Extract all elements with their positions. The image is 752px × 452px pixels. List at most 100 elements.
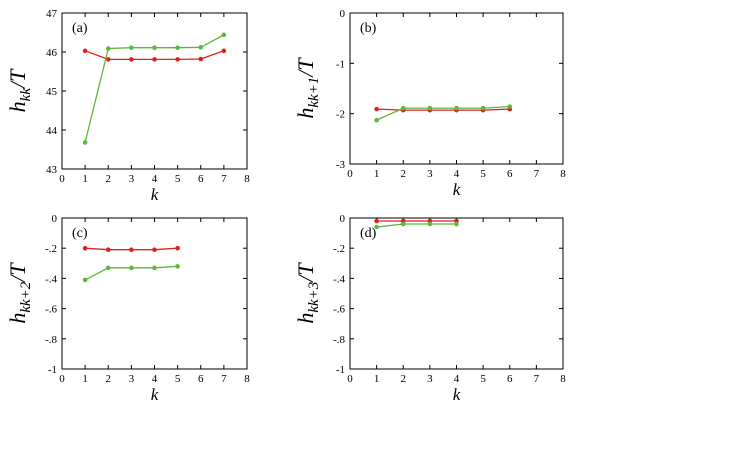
series-2-point — [152, 265, 157, 271]
x-tick-label: 8 — [560, 373, 566, 385]
y-tick-label: -1 — [336, 364, 345, 376]
series-2-point — [129, 265, 134, 271]
x-tick-label: 2 — [401, 168, 407, 180]
series-2-point — [454, 105, 459, 111]
x-tick-label: 4 — [152, 373, 158, 385]
series-2-point — [374, 117, 379, 123]
x-tick-label: 4 — [454, 168, 460, 180]
y-tick-label: -1 — [336, 58, 345, 70]
plot-frame — [349, 217, 564, 370]
y-tick-label: -.4 — [45, 273, 57, 285]
y-tick-label: 0 — [340, 8, 346, 20]
series-1-line — [376, 108, 510, 111]
x-tick-label: 6 — [507, 373, 513, 385]
y-tick-label: 47 — [46, 8, 58, 20]
x-tick-label: 8 — [244, 373, 250, 385]
x-tick-label: 1 — [82, 373, 88, 385]
y-tick-label: -2 — [336, 109, 345, 121]
series-2-point — [105, 46, 111, 51]
series-1-point — [82, 245, 88, 251]
x-tick-label: 8 — [560, 168, 566, 180]
panel-c: 0 1 2 3 4 5 6 7 8 -1 -.8 -.6 -.4 -.2 0 k hkk+2/T (c) — [5, 213, 250, 404]
series-2-point — [221, 32, 227, 38]
series-2-point — [175, 264, 180, 269]
x-tick-label: 0 — [59, 173, 65, 185]
series-2-point — [400, 105, 406, 111]
plot-frame — [349, 12, 564, 165]
y-tick-label: -.8 — [333, 334, 345, 346]
x-tick-label: 6 — [198, 373, 204, 385]
y-tick-label: -3 — [336, 159, 346, 171]
series-2-point — [507, 104, 513, 109]
y-tick-label: -.8 — [45, 334, 57, 346]
series-1-point — [105, 247, 111, 253]
x-tick-label: 0 — [347, 168, 353, 180]
series-2-line — [376, 223, 457, 228]
x-tick-label: 7 — [221, 173, 227, 185]
y-tick-label: -.2 — [333, 243, 345, 255]
series-1-point — [129, 247, 134, 253]
x-tick-label: 7 — [534, 168, 540, 180]
series-2-point — [82, 140, 88, 145]
panel-label: (d) — [360, 226, 377, 241]
y-tick-label: -.4 — [333, 273, 345, 285]
y-axis-label: hkk+1/T — [293, 57, 322, 119]
y-tick-label: 0 — [340, 213, 346, 225]
y-tick-label: 46 — [46, 47, 58, 59]
series-2-point — [198, 45, 204, 50]
y-tick-label: 0 — [52, 213, 58, 225]
series-2-point — [175, 45, 180, 51]
panel-b: 0 1 2 3 4 5 6 7 8 -3 -2 -1 0 k hkk+1/T (b) — [293, 8, 566, 199]
series-2-point — [427, 105, 433, 111]
series-1-point — [221, 48, 227, 54]
x-tick-label: 3 — [129, 373, 135, 385]
y-axis-label: hkk+3/T — [293, 262, 322, 324]
x-tick-label: 7 — [534, 373, 540, 385]
x-tick-label: 5 — [175, 373, 181, 385]
series-2-point — [480, 105, 486, 111]
x-tick-label: 4 — [152, 173, 158, 185]
plot-frame — [61, 217, 248, 370]
series-1-point — [374, 218, 379, 224]
x-tick-label: 5 — [175, 173, 181, 185]
y-tick-label: -.6 — [45, 304, 57, 316]
x-axis-label: k — [453, 385, 461, 404]
x-tick-label: 8 — [244, 173, 250, 185]
x-tick-label: 3 — [427, 373, 433, 385]
series-1-point — [175, 57, 180, 62]
x-tick-label: 6 — [507, 168, 513, 180]
series-2-point — [129, 45, 134, 51]
y-axis-label: hkk/T — [5, 68, 34, 112]
y-tick-label: -.6 — [333, 304, 345, 316]
y-axis-label: hkk+2/T — [5, 262, 34, 324]
plot-frame — [61, 12, 248, 170]
series-1-point — [175, 245, 180, 251]
x-axis-label: k — [453, 180, 461, 199]
series-2-point — [400, 221, 406, 227]
series-1-point — [82, 48, 88, 54]
series-1-point — [105, 57, 111, 62]
series-1-point — [198, 56, 204, 62]
x-tick-label: 5 — [480, 168, 486, 180]
x-tick-label: 3 — [129, 173, 135, 185]
x-tick-label: 0 — [347, 373, 353, 385]
x-tick-label: 5 — [480, 373, 486, 385]
y-tick-label: 45 — [46, 86, 58, 98]
x-tick-label: 6 — [198, 173, 204, 185]
y-tick-label: 43 — [46, 164, 58, 176]
x-tick-label: 3 — [427, 168, 433, 180]
series-2-point — [82, 277, 88, 283]
series-1-point — [152, 247, 157, 253]
series-1-point — [129, 57, 134, 62]
x-tick-label: 7 — [221, 373, 227, 385]
series-2-point — [374, 224, 379, 230]
x-tick-label: 2 — [106, 373, 112, 385]
panel-d: 0 1 2 3 4 5 6 7 8 -1 -.8 -.6 -.4 -.2 0 k hkk+3/T (d) — [293, 213, 566, 404]
panel-label: (b) — [360, 21, 377, 36]
panel-label: (c) — [72, 226, 88, 241]
x-axis-label: k — [151, 185, 159, 204]
x-tick-label: 1 — [374, 373, 380, 385]
x-tick-label: 1 — [374, 168, 380, 180]
series-2-point — [105, 265, 111, 271]
